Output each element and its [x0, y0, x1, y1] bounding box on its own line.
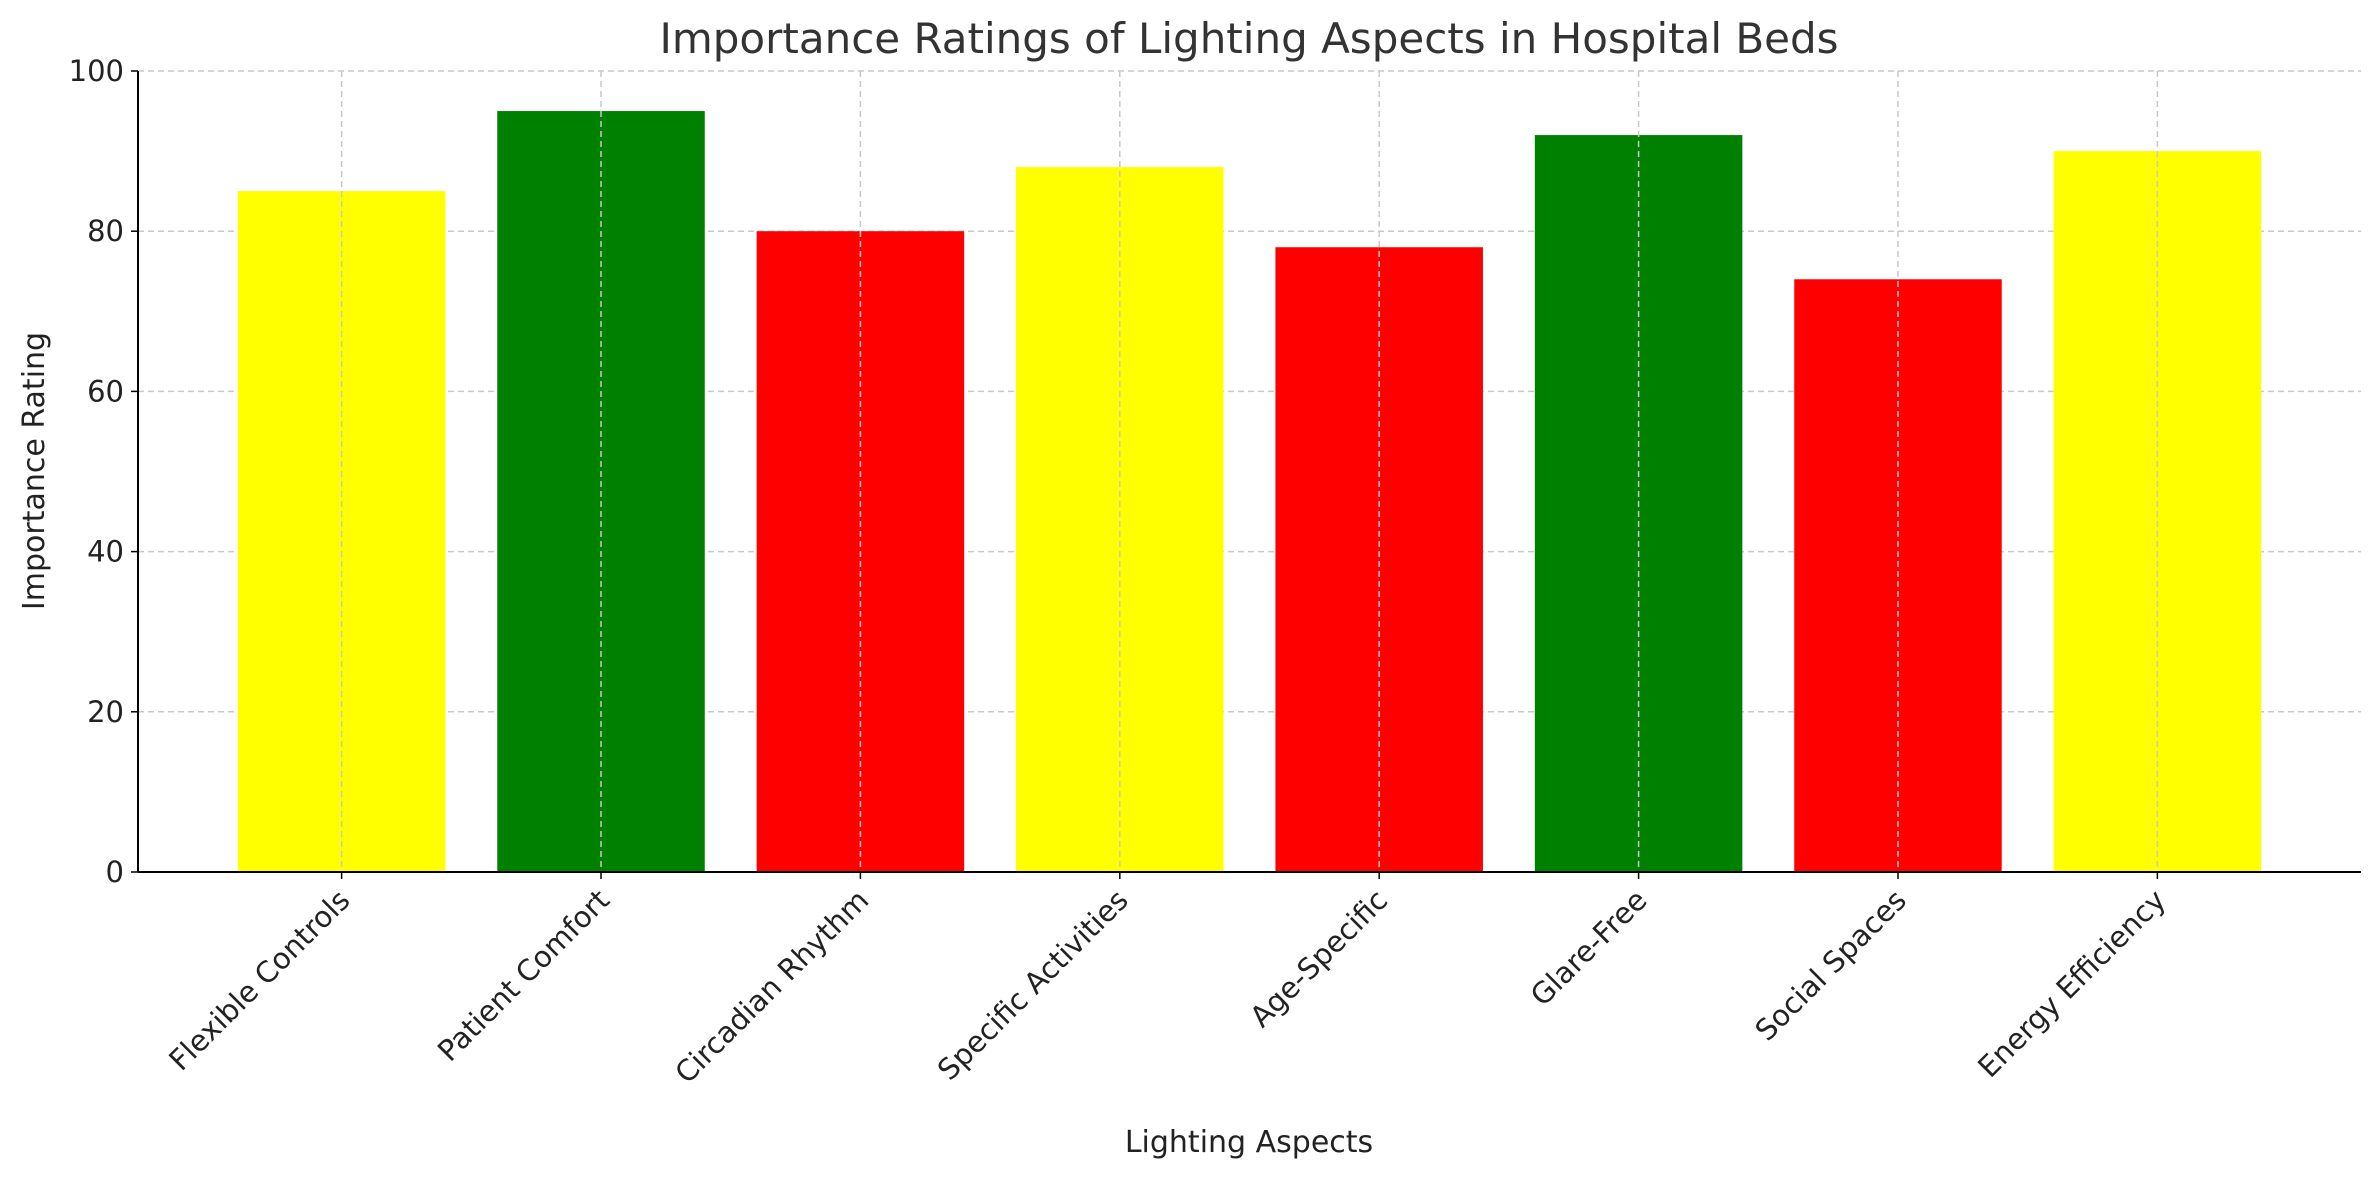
- x-tick-label: Energy Efficiency: [1971, 883, 2172, 1084]
- y-axis-label: Importance Rating: [17, 332, 52, 610]
- bars: [237, 71, 2262, 873]
- y-tick-label: 60: [87, 374, 124, 408]
- x-axis-label: Lighting Aspects: [1125, 1125, 1373, 1160]
- x-tick-label: Age-Specific: [1243, 883, 1394, 1034]
- x-tick-label: Flexible Controls: [162, 883, 356, 1077]
- x-tick-label: Glare-Free: [1524, 883, 1654, 1013]
- y-tick-label: 80: [87, 214, 124, 248]
- y-tick-label: 20: [87, 695, 124, 729]
- chart-title: Importance Ratings of Lighting Aspects i…: [659, 14, 1838, 63]
- bar-age-specific: [1275, 247, 1483, 873]
- x-tick-label: Specific Activities: [931, 883, 1135, 1087]
- gridlines: [138, 70, 2361, 873]
- x-tick-label: Patient Comfort: [431, 883, 616, 1068]
- x-tick-label: Social Spaces: [1748, 883, 1913, 1048]
- y-tick-label: 100: [69, 54, 124, 88]
- y-tick-label: 40: [87, 535, 124, 569]
- y-tick-label: 0: [106, 855, 124, 889]
- x-tick-label: Circadian Rhythm: [668, 883, 875, 1090]
